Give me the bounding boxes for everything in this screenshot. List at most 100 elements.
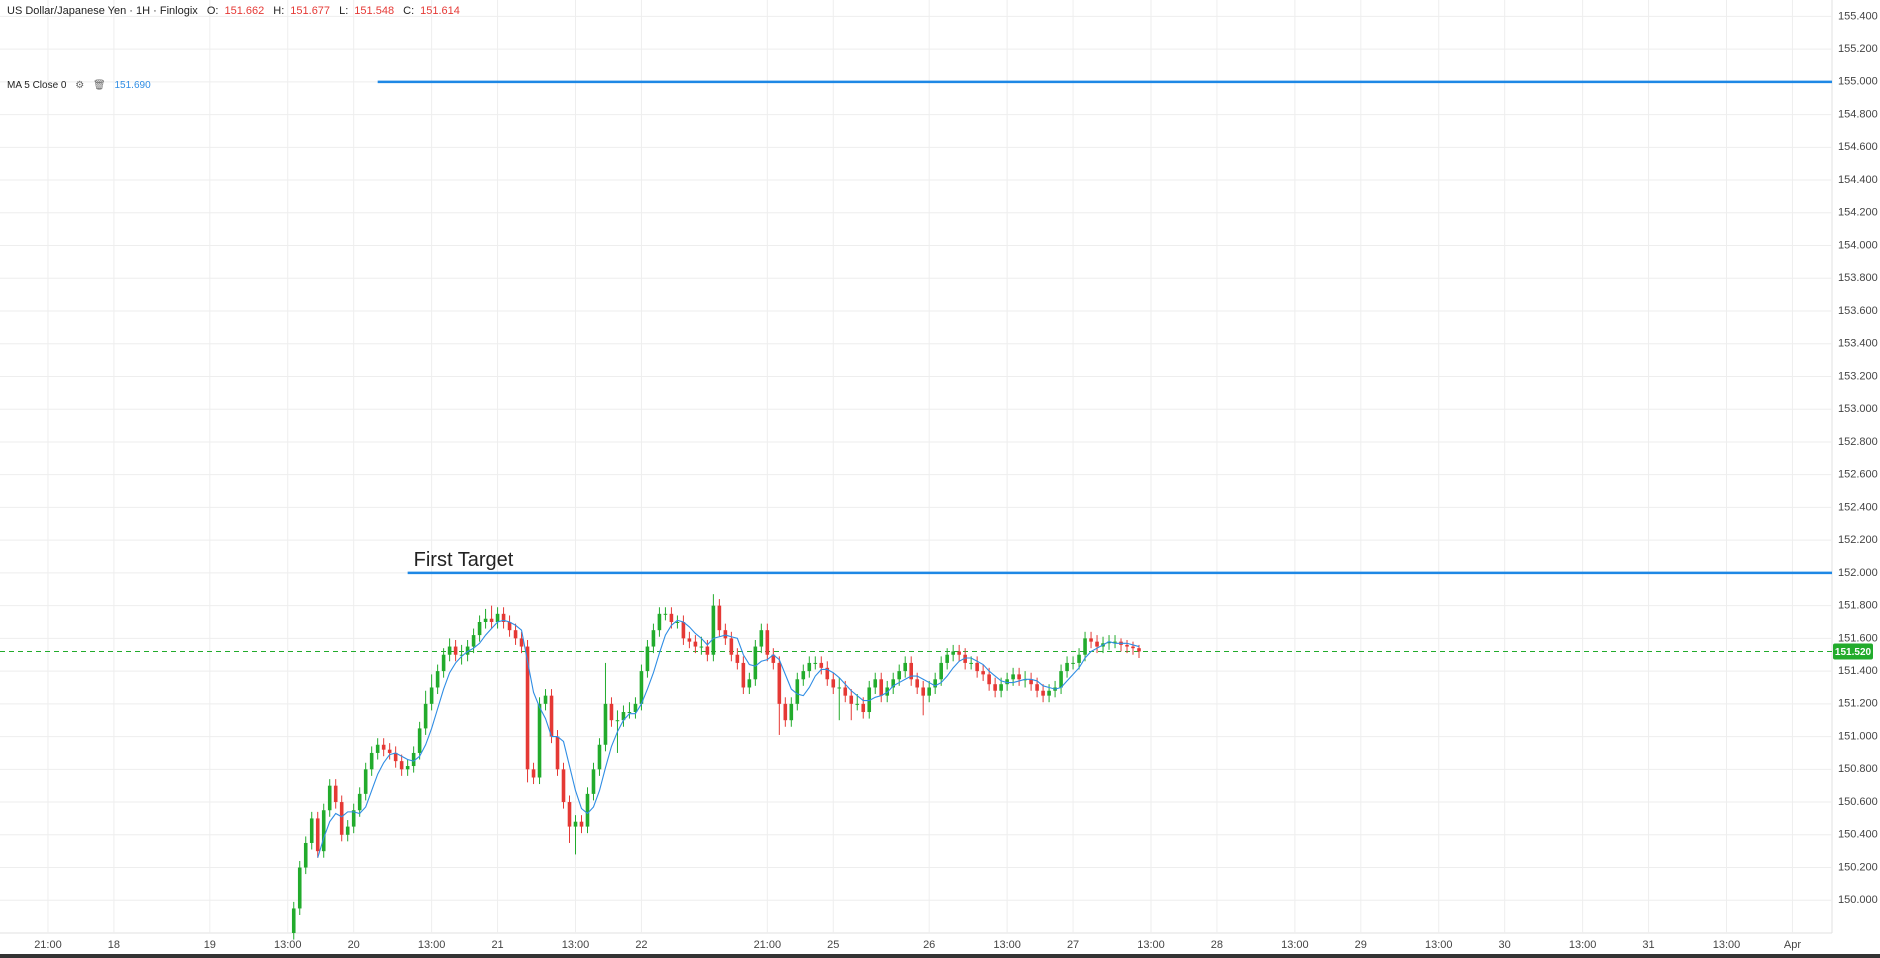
- candle-body: [993, 684, 997, 691]
- y-tick-label: 150.200: [1838, 861, 1878, 873]
- candle-body: [867, 687, 872, 713]
- candle-body: [375, 744, 380, 753]
- candle-body: [1047, 690, 1051, 696]
- candle-body: [855, 703, 860, 705]
- candle-body: [861, 703, 866, 713]
- ohlc-value: 151.662: [224, 5, 265, 17]
- candle-body: [939, 662, 943, 680]
- y-tick-label: 151.200: [1838, 698, 1878, 710]
- x-tick-label: 25: [827, 939, 839, 951]
- delete-icon[interactable]: 🗑: [93, 80, 106, 91]
- x-tick-label: 13:00: [562, 939, 590, 951]
- candle-body: [621, 712, 626, 721]
- candle-body: [777, 662, 782, 704]
- candle-body: [1095, 641, 1099, 647]
- candle-body: [459, 654, 464, 656]
- candle-body: [1059, 671, 1063, 688]
- y-tick-label: 154.200: [1838, 207, 1878, 219]
- candle-body: [657, 613, 662, 631]
- candle-body: [1041, 690, 1045, 696]
- candle-body: [885, 687, 890, 696]
- candle-body: [693, 641, 698, 647]
- x-tick-label: 21:00: [754, 939, 782, 951]
- candle-body: [315, 818, 320, 852]
- x-tick-label: 31: [1642, 939, 1654, 951]
- candle-body: [1071, 662, 1075, 664]
- candle-body: [969, 662, 973, 664]
- y-tick-label: 153.200: [1838, 370, 1878, 382]
- y-tick-label: 152.600: [1838, 469, 1878, 481]
- candle-body: [711, 605, 716, 655]
- candle-body: [561, 769, 566, 803]
- candle-body: [801, 671, 806, 680]
- candle-body: [843, 687, 848, 696]
- settings-icon[interactable]: ⚙: [75, 80, 85, 91]
- y-tick-label: 153.000: [1838, 403, 1878, 415]
- candle-body: [1113, 641, 1117, 643]
- candle-body: [549, 695, 554, 737]
- candle-body: [1083, 638, 1087, 655]
- candle-body: [567, 802, 572, 827]
- candle-body: [387, 749, 392, 753]
- candle-body: [741, 662, 746, 688]
- candle-body: [321, 810, 326, 852]
- candle-body: [735, 654, 740, 663]
- y-tick-label: 152.800: [1838, 436, 1878, 448]
- indicator-legend: MA 5 Close 0 ⚙ 🗑 151.690: [7, 80, 157, 91]
- candle-body: [597, 744, 602, 770]
- x-tick-label: 26: [923, 939, 935, 951]
- candle-body: [1089, 638, 1093, 642]
- candle-body: [897, 671, 902, 680]
- candle-body: [291, 908, 296, 933]
- candle-body: [663, 613, 668, 615]
- candle-body: [687, 638, 692, 642]
- ohlc-label: H:: [273, 5, 285, 17]
- candle-body: [447, 646, 452, 655]
- candle-body: [1035, 684, 1039, 691]
- x-tick-label: 13:00: [274, 939, 302, 951]
- candle-body: [1077, 654, 1081, 663]
- candle-body: [1017, 674, 1021, 680]
- candle-body: [963, 654, 967, 663]
- candle-body: [579, 821, 584, 827]
- symbol-title: US Dollar/Japanese Yen · 1H · Finlogix: [7, 5, 198, 17]
- x-tick-label: 18: [108, 939, 120, 951]
- candle-body: [591, 769, 596, 794]
- candle-body: [627, 712, 632, 714]
- candle-body: [1005, 679, 1009, 685]
- candle-body: [603, 703, 608, 745]
- candle-body: [333, 785, 338, 803]
- candle-body: [423, 703, 428, 729]
- ohlc-value: 151.614: [420, 5, 460, 17]
- y-tick-label: 151.800: [1838, 600, 1878, 612]
- candle-body: [933, 679, 937, 688]
- y-tick-label: 150.600: [1838, 796, 1878, 808]
- x-tick-label: 29: [1355, 939, 1367, 951]
- candle-body: [339, 802, 344, 835]
- x-tick-label: 13:00: [1281, 939, 1309, 951]
- candle-body: [639, 671, 644, 704]
- candle-body: [891, 679, 896, 688]
- candle-body: [879, 679, 884, 696]
- x-tick-label: 28: [1211, 939, 1223, 951]
- candle-body: [813, 662, 818, 664]
- candle-body: [1065, 662, 1069, 672]
- candle-body: [399, 761, 404, 770]
- candle-body: [681, 622, 686, 639]
- candle-body: [465, 646, 470, 655]
- y-tick-label: 150.800: [1838, 763, 1878, 775]
- candle-body: [471, 635, 476, 647]
- candle-body: [927, 687, 931, 696]
- y-tick-label: 155.400: [1838, 10, 1878, 22]
- last-price-box: [1833, 643, 1873, 660]
- candle-body: [453, 646, 458, 655]
- candle-body: [495, 613, 500, 622]
- x-tick-label: 21: [491, 939, 503, 951]
- candle-body: [357, 793, 362, 811]
- candle-body: [1137, 648, 1141, 652]
- y-tick-label: 150.400: [1838, 829, 1878, 841]
- candle-body: [699, 646, 704, 648]
- candle-body: [1107, 641, 1111, 644]
